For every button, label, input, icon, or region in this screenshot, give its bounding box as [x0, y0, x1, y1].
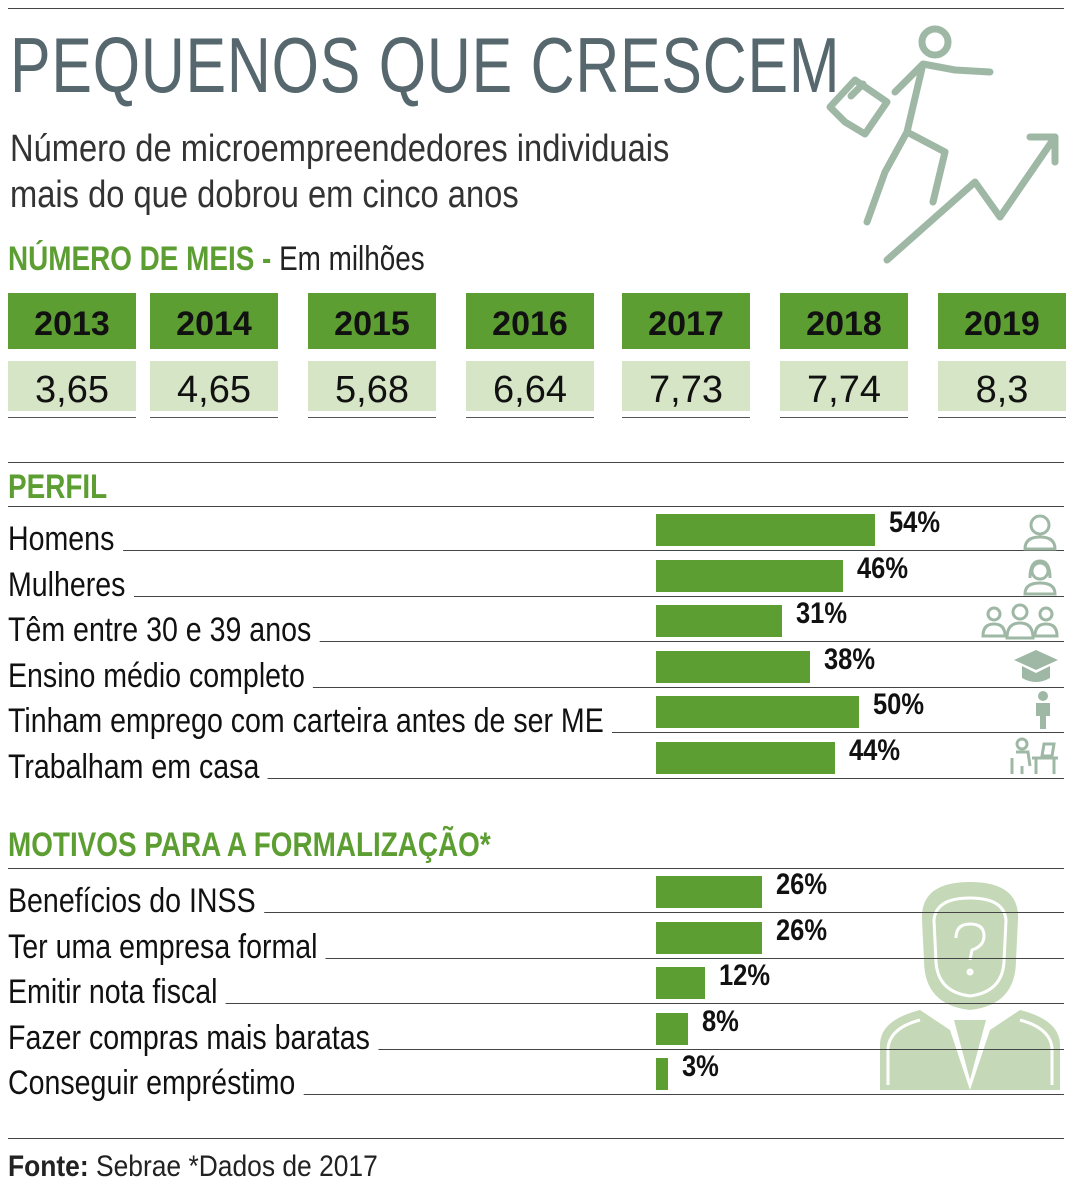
- bar-value-label: 31%: [796, 597, 848, 630]
- group-icon: [981, 603, 1059, 640]
- bar: [656, 514, 875, 546]
- question-head-icon: [880, 882, 1060, 1090]
- perfil-header-rule: [8, 506, 1064, 507]
- bar-value-label: 54%: [889, 506, 941, 539]
- year-rule: [150, 417, 278, 418]
- year-label: 2014: [150, 293, 278, 349]
- year-label: 2016: [466, 293, 594, 349]
- bar: [656, 1012, 688, 1045]
- bar: [656, 967, 705, 999]
- leader-line: [8, 641, 1064, 642]
- bottom-rule: [8, 1138, 1064, 1139]
- bar-category-label: Benefícios do INSS: [8, 882, 265, 921]
- year-cell: 2017 7,73: [622, 293, 750, 419]
- year-rule: [8, 417, 136, 418]
- year-label: 2015: [308, 293, 436, 349]
- bar-category-label: Emitir nota fiscal: [8, 973, 226, 1012]
- year-cell: 2015 5,68: [308, 293, 436, 419]
- bar-value-label: 12%: [719, 959, 771, 992]
- year-value: 4,65: [150, 361, 278, 411]
- chart-title: PEQUENOS QUE CRESCEM: [10, 21, 841, 109]
- motivos-section-title: MOTIVOS PARA A FORMALIZAÇÃO*: [8, 826, 491, 864]
- leader-line: [8, 595, 1064, 597]
- bar-value-label: 3%: [682, 1050, 719, 1083]
- bar: [656, 876, 762, 908]
- year-value: 7,73: [622, 361, 750, 411]
- employee-icon: [1036, 691, 1050, 729]
- bar-value-label: 44%: [849, 733, 901, 767]
- bar-value-label: 8%: [702, 1004, 739, 1038]
- year-value: 3,65: [8, 361, 136, 411]
- bar-category-label: Fazer compras mais baratas: [8, 1018, 379, 1058]
- bar-category-label: Conseguir empréstimo: [8, 1064, 304, 1103]
- bar-category-label: Ensino médio completo: [8, 656, 314, 696]
- bar-category-label: Homens: [8, 520, 123, 559]
- source-note: Fonte: Sebrae *Dados de 2017: [8, 1150, 378, 1184]
- leader-line: [8, 686, 1064, 688]
- leader-line: [8, 957, 1064, 959]
- climbing-businessman-icon: [826, 25, 1059, 264]
- year-cell: 2016 6,64: [466, 293, 594, 419]
- bar: [656, 650, 810, 683]
- year-value: 6,64: [466, 361, 594, 411]
- bar: [656, 1058, 668, 1090]
- year-value: 8,3: [938, 361, 1066, 411]
- year-rule: [780, 417, 908, 418]
- year-label: 2018: [780, 293, 908, 349]
- bar-value-label: 26%: [776, 868, 828, 901]
- year-rule: [308, 417, 436, 418]
- bar: [656, 921, 762, 954]
- perfil-section-title: PERFIL: [8, 468, 108, 506]
- leader-line: [8, 1094, 1064, 1095]
- motivos-header-rule: [8, 868, 1064, 869]
- bar-category-label: Têm entre 30 e 39 anos: [8, 611, 320, 650]
- leader-line: [8, 550, 1064, 551]
- year-cell: 2019 8,3: [938, 293, 1066, 419]
- bar-category-label: Mulheres: [8, 565, 134, 605]
- year-value: 5,68: [308, 361, 436, 411]
- year-rule: [622, 417, 750, 418]
- leader-line: [8, 912, 1064, 913]
- chart-subtitle: Número de microempreendedores individuai…: [10, 126, 669, 218]
- bar-category-label: Trabalham em casa: [8, 747, 268, 787]
- subtitle-line-2: mais do que dobrou em cinco anos: [10, 174, 519, 216]
- bar-value-label: 26%: [776, 913, 828, 947]
- meis-section-label: NÚMERO DE MEIS -: [8, 240, 272, 278]
- subtitle-line-1: Número de microempreendedores individuai…: [10, 128, 670, 170]
- home-office-icon: [1010, 737, 1058, 774]
- year-rule: [938, 417, 1066, 418]
- year-cell: 2013 3,65: [8, 293, 136, 419]
- year-cell: 2014 4,65: [150, 293, 278, 419]
- meis-years-table: 2013 3,65 2014 4,65 2015 5,68 2016 6,64 2017 7,73…: [0, 293, 1072, 425]
- source-label: Fonte:: [8, 1150, 89, 1183]
- man-icon: [1023, 514, 1057, 551]
- year-label: 2017: [622, 293, 750, 349]
- year-value: 7,74: [780, 361, 908, 411]
- perfil-top-rule: [8, 462, 1064, 463]
- bar-value-label: 38%: [824, 642, 876, 676]
- bar-category-label: Tinham emprego com carteira antes de ser…: [8, 702, 613, 741]
- leader-line: [8, 1048, 1064, 1050]
- graduation-cap-icon: [1014, 650, 1058, 682]
- bar-value-label: 46%: [857, 551, 909, 585]
- meis-section-unit: Em milhões: [279, 240, 425, 278]
- leader-line: [8, 777, 1064, 779]
- year-label: 2019: [938, 293, 1066, 349]
- bar: [656, 559, 843, 592]
- woman-icon: [1023, 559, 1057, 596]
- year-label: 2013: [8, 293, 136, 349]
- year-rule: [466, 417, 594, 418]
- bar-category-label: Ter uma empresa formal: [8, 927, 326, 967]
- year-cell: 2018 7,74: [780, 293, 908, 419]
- top-rule: [8, 8, 1064, 9]
- bar: [656, 696, 859, 728]
- meis-section-title: NÚMERO DE MEIS - Em milhões: [8, 240, 425, 279]
- bar: [656, 605, 782, 637]
- leader-line: [8, 1003, 1064, 1004]
- bar-value-label: 50%: [873, 688, 925, 721]
- bar: [656, 741, 835, 774]
- source-text: Sebrae *Dados de 2017: [95, 1150, 378, 1183]
